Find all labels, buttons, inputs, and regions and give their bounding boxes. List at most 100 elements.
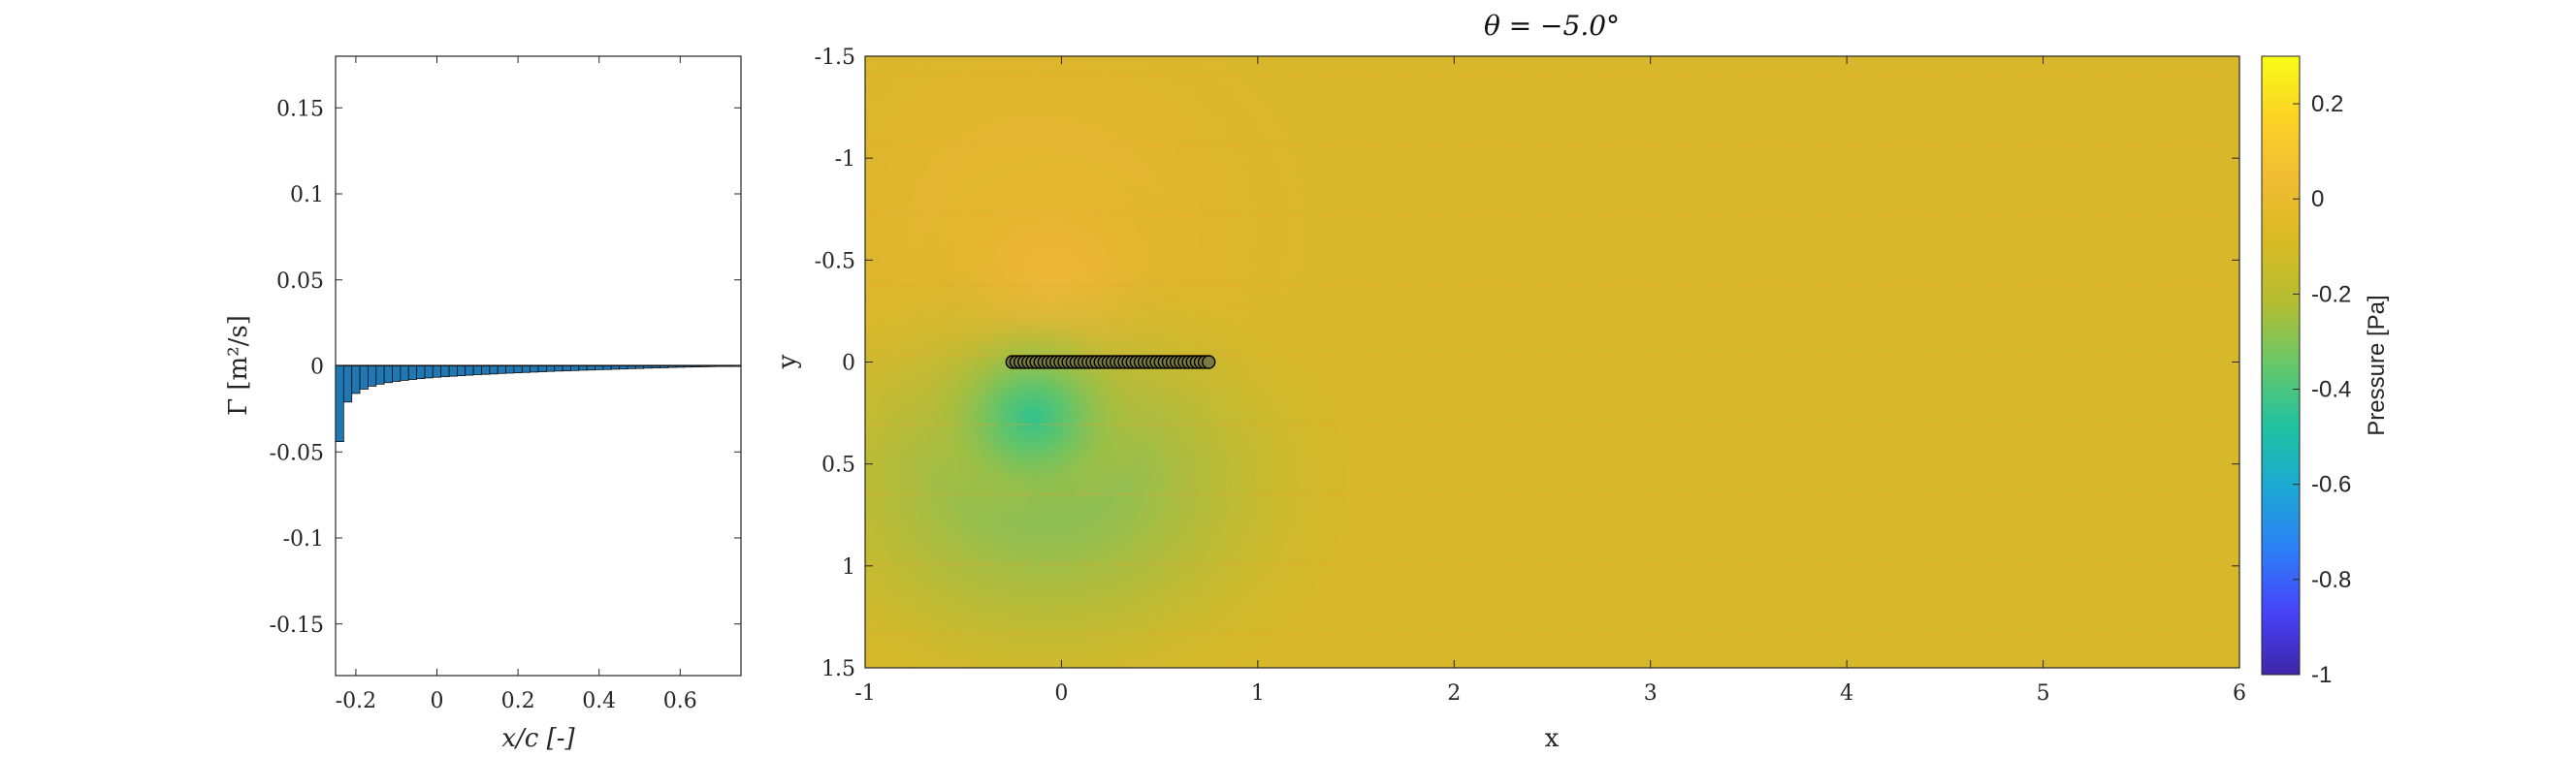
x-tick-label: -0.2 (336, 689, 376, 713)
pressure-x-label: x (1545, 724, 1560, 753)
circulation-bar (716, 365, 725, 367)
circulation-bar (619, 365, 628, 370)
circulation-bar (456, 365, 467, 377)
circulation-bar (562, 365, 571, 372)
circulation-bar (570, 365, 580, 371)
pressure-y-ticks: -1.5 -1 -0.5 0 0.5 1 1.5 (815, 46, 2239, 681)
low-pressure-region (917, 310, 1149, 523)
y-tick-label: -0.5 (815, 249, 855, 273)
y-tick-label: 1 (842, 555, 855, 580)
circulation-bar (465, 365, 474, 376)
circulation-bar (359, 365, 369, 390)
circulation-bar (383, 365, 393, 384)
colorbar-tick-label: 0.2 (2311, 91, 2343, 117)
circulation-bar (545, 365, 556, 372)
circulation-bar (505, 365, 515, 374)
circulation-bar (521, 365, 531, 373)
x-tick-label: 4 (1840, 681, 1853, 706)
circulation-bar (578, 365, 588, 371)
y-tick-label: 0 (842, 352, 855, 376)
y-tick-label: -1.5 (815, 46, 855, 70)
circulation-x-ticks: -0.2 0 0.2 0.4 0.6 (336, 56, 697, 713)
airfoil-node (1202, 355, 1216, 369)
x-tick-label: 0 (1054, 681, 1068, 706)
airfoil (1005, 355, 1216, 369)
pressure-axes: -1 0 1 2 3 4 5 6 -1.5 -1 -0.5 0 0.5 1 1.5 θ = −5.0° x… (773, 10, 2246, 753)
circulation-bar (699, 365, 709, 367)
circulation-bar (675, 365, 685, 368)
x-tick-label: 2 (1447, 681, 1461, 706)
circulation-bar (724, 365, 734, 367)
circulation-bar (586, 365, 596, 371)
circulation-bar (610, 365, 620, 370)
pressure-field (865, 56, 2239, 668)
circulation-bar (684, 365, 693, 368)
y-tick-label: -0.1 (283, 527, 324, 552)
circulation-bar (392, 365, 402, 382)
circulation-bars (335, 365, 742, 442)
x-tick-label: 0.4 (582, 689, 616, 713)
circulation-bar (342, 365, 353, 403)
circulation-bar (554, 365, 564, 372)
y-tick-label: 1.5 (821, 657, 855, 681)
circulation-bar (692, 365, 701, 367)
circulation-bar (708, 365, 718, 367)
pressure-title: θ = −5.0° (1484, 10, 1620, 42)
circulation-bar (660, 365, 669, 368)
y-tick-label: 0 (310, 356, 324, 380)
x-tick-label: 1 (1251, 681, 1265, 706)
circulation-bar (481, 365, 491, 375)
circulation-bar (595, 365, 604, 370)
circulation-bar (513, 365, 523, 373)
colorbar-tick-label: -0.6 (2311, 472, 2351, 498)
circulation-bar (368, 365, 377, 387)
x-tick-label: 0 (431, 689, 444, 713)
x-tick-label: 6 (2233, 681, 2246, 706)
circulation-bar (416, 365, 426, 380)
x-tick-label: 0.6 (663, 689, 697, 713)
colorbar-ticks: 0.2 0 -0.2 -0.4 -0.6 -0.8 -1 (2293, 91, 2351, 688)
y-tick-label: 0.05 (276, 269, 324, 294)
x-tick-label: 0.2 (501, 689, 535, 713)
circulation-y-label: Γ [m²/s] (224, 315, 253, 416)
x-tick-label: 5 (2037, 681, 2050, 706)
y-tick-label: 0.5 (821, 454, 855, 478)
colorbar: 0.2 0 -0.2 -0.4 -0.6 -0.8 -1 Pressure [Pa] (2261, 55, 2390, 688)
circulation-bar (497, 365, 506, 374)
y-tick-label: -1 (835, 147, 855, 172)
circulation-bar (432, 365, 442, 378)
circulation-axes: -0.2 0 0.2 0.4 0.6 -0.15 -0.1 -0.05 0 0.05 0.1 0.1… (224, 55, 742, 753)
x-tick-label: 3 (1644, 681, 1658, 706)
circulation-bar (489, 365, 499, 375)
circulation-bar (424, 365, 434, 379)
circulation-bar (537, 365, 547, 372)
colorbar-tick-label: -0.8 (2311, 567, 2351, 593)
field-streaks (865, 75, 2239, 635)
circulation-bar (335, 365, 344, 442)
circulation-bar (351, 365, 361, 394)
circulation-bar (472, 365, 482, 375)
circulation-x-label: x/c [-] (501, 724, 575, 753)
circulation-bar (448, 365, 458, 377)
circulation-bar (651, 365, 660, 369)
colorbar-tick-label: -0.2 (2311, 281, 2351, 307)
y-tick-label: -0.05 (270, 441, 324, 465)
pressure-x-ticks: -1 0 1 2 3 4 5 6 (854, 56, 2246, 706)
circulation-bar (602, 365, 612, 370)
circulation-bar (407, 365, 417, 380)
circulation-bar (375, 365, 385, 385)
colorbar-tick-label: -1 (2311, 662, 2332, 688)
circulation-bar (627, 365, 636, 369)
y-tick-label: 0.15 (276, 97, 324, 121)
circulation-bar (440, 365, 450, 378)
colorbar-gradient (2261, 55, 2301, 676)
circulation-bar (643, 365, 653, 369)
y-tick-label: -0.15 (270, 614, 324, 638)
circulation-bar (667, 365, 677, 368)
circulation-y-ticks: -0.15 -0.1 -0.05 0 0.05 0.1 0.15 (270, 97, 741, 638)
y-tick-label: 0.1 (290, 183, 324, 207)
circulation-bar (530, 365, 539, 373)
x-tick-label: -1 (854, 681, 875, 706)
colorbar-tick-label: -0.4 (2311, 377, 2351, 403)
